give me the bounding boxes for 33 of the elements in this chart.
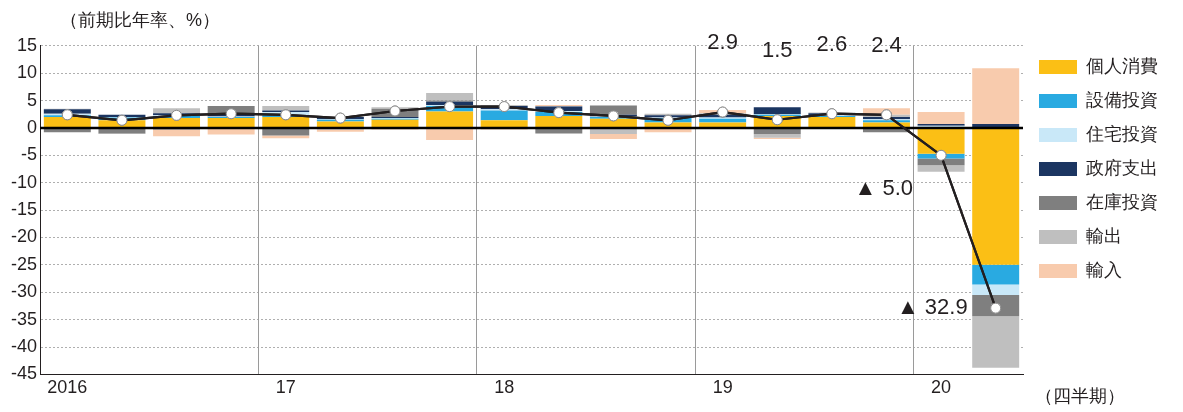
- y-tick-label: 15: [16, 34, 38, 55]
- y-tick-label: -25: [11, 253, 38, 274]
- legend-label: 輸入: [1086, 259, 1122, 280]
- annotation: ▲ 5.0: [854, 175, 914, 201]
- y-tick-label: -45: [11, 363, 38, 384]
- x-tick-label: 17: [275, 377, 296, 398]
- y-tick-label: -35: [11, 308, 38, 329]
- y-tick-label: -30: [11, 281, 38, 302]
- y-tick-label: 0: [27, 116, 38, 137]
- y-tick-label: -10: [11, 171, 38, 192]
- legend-label: 政府支出: [1086, 157, 1158, 178]
- y-tick-label: -40: [11, 335, 38, 356]
- legend-label: 在庫投資: [1086, 191, 1158, 212]
- data-label: 2.9: [707, 29, 738, 55]
- data-label: 2.4: [871, 31, 902, 57]
- y-tick-label: 10: [16, 62, 38, 83]
- y-axis-title: （前期比年率、%）: [60, 9, 221, 32]
- x-axis-title: （四半期）: [1035, 385, 1125, 408]
- x-tick-label: 2016: [47, 377, 88, 398]
- x-tick-label: 18: [494, 377, 515, 398]
- y-tick-label: 5: [27, 89, 38, 110]
- legend-label: 個人消費: [1086, 55, 1158, 76]
- legend-label: 輸出: [1086, 225, 1122, 246]
- data-label: 1.5: [761, 36, 793, 62]
- annotation: ▲ 32.9: [896, 294, 968, 320]
- data-label: 2.6: [816, 30, 848, 56]
- legend-label: 設備投資: [1086, 89, 1158, 110]
- y-tick-label: -5: [21, 144, 38, 165]
- y-tick-label: -15: [11, 199, 38, 220]
- x-tick-label: 20: [931, 377, 952, 398]
- y-tick-label: -20: [11, 226, 38, 247]
- x-tick-label: 19: [712, 377, 733, 398]
- legend-label: 住宅投資: [1085, 123, 1158, 144]
